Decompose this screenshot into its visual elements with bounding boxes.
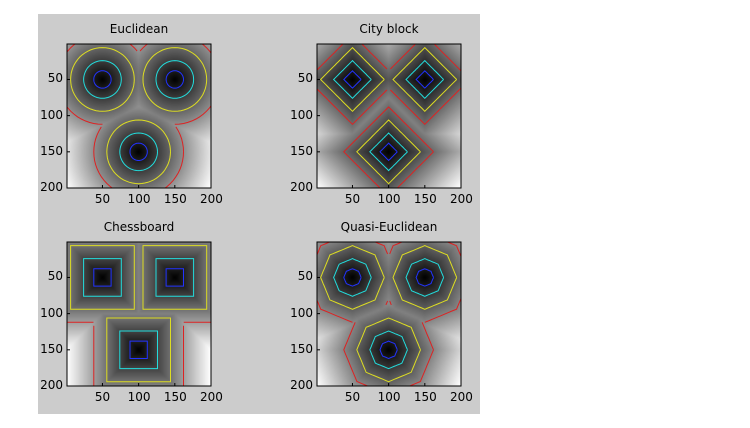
chart-quasi-euclidean: [38, 14, 480, 414]
figure-window: Euclidean 50 100 150 200 50 100 150 200 City bloc…: [38, 14, 480, 414]
x-tick-label: 100: [378, 390, 400, 404]
x-tick-label: 200: [450, 390, 472, 404]
y-tick-label: 150: [285, 342, 313, 356]
heatmap-image: [317, 242, 461, 386]
y-tick-label: 50: [285, 269, 313, 283]
y-tick-label: 200: [285, 378, 313, 392]
x-tick-label: 50: [341, 390, 363, 404]
x-tick-label: 150: [414, 390, 436, 404]
y-tick-label: 100: [285, 306, 313, 320]
